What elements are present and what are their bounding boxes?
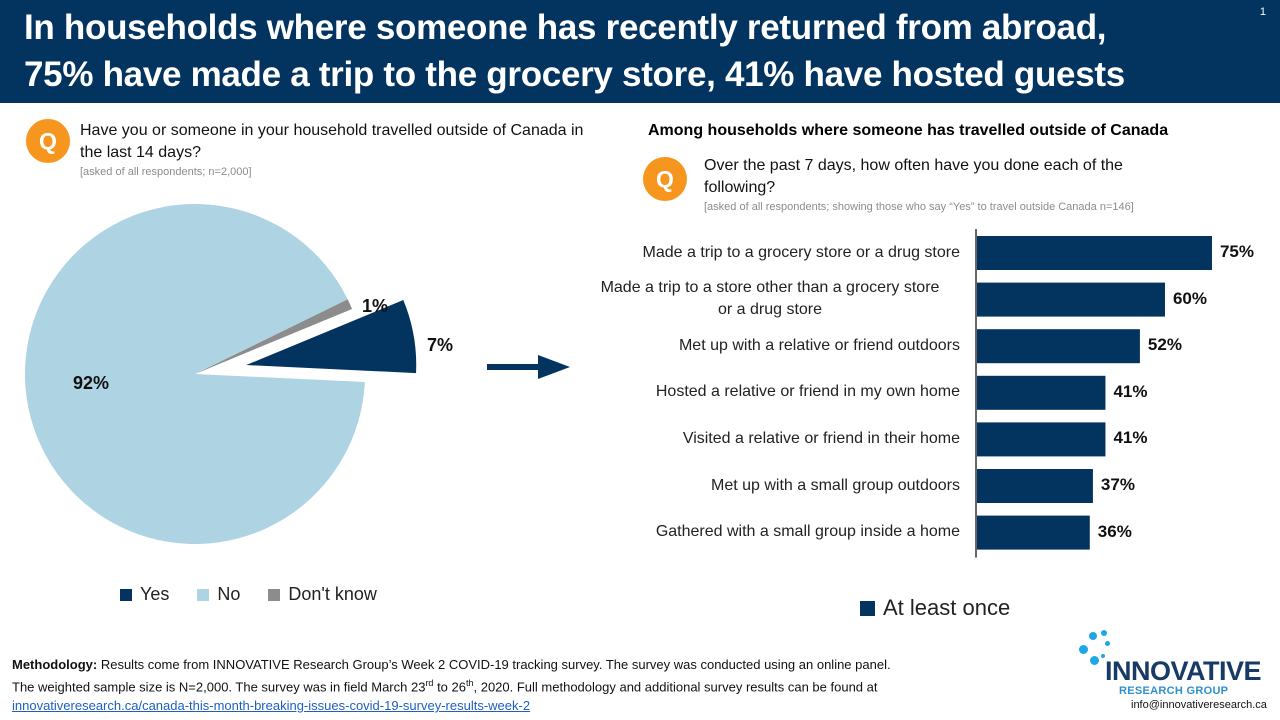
legend-label-no: No <box>217 584 241 604</box>
legend-swatch-at-least-once <box>860 600 875 616</box>
logo-subtitle: RESEARCH GROUP <box>1119 685 1229 697</box>
bar-category-label-line: Made a trip to a store other than a groc… <box>600 278 940 296</box>
legend-label-at-least-once: At least once <box>883 595 1011 620</box>
logo-dot <box>1101 630 1107 636</box>
bar-category-label-line: Hosted a relative or friend in my own ho… <box>655 383 960 401</box>
ordinal-suffix: th <box>465 678 474 688</box>
bar-2 <box>977 329 1140 364</box>
bar-category-label-line: Visited a relative or friend in their ho… <box>682 429 960 447</box>
methodology-label: Methodology: <box>12 657 98 672</box>
question-icon: Q <box>643 157 687 201</box>
left-question-note: [asked of all respondents; n=2,000] <box>80 166 252 178</box>
legend-swatch-dont-know <box>268 588 281 601</box>
right-question-text: Over the past 7 days, how often have you… <box>704 157 1123 196</box>
methodology-line-2a: The weighted sample size is N=2,000. The… <box>12 679 426 695</box>
bar-0 <box>977 236 1212 270</box>
bar-category-label-line: or a drug store <box>717 300 823 318</box>
right-section-heading: Among households where someone has trave… <box>648 122 1169 139</box>
bar-category-label-line: Met up with a small group outdoors <box>710 476 960 494</box>
pie-label-no: 92% <box>73 373 110 393</box>
bar-value-label: 36% <box>1097 521 1132 541</box>
bar-value-label: 41% <box>1113 381 1148 401</box>
pie-slice-yes <box>246 300 417 374</box>
bar-4 <box>977 422 1106 457</box>
legend-label-yes: Yes <box>140 584 170 604</box>
slide-number: 1 <box>1259 6 1266 18</box>
pie-label-yes: 7% <box>427 335 454 355</box>
pie-chart <box>25 203 417 544</box>
bar-category-label: Met up with a relative or friend outdoor… <box>620 335 960 357</box>
logo-dot <box>1101 654 1105 658</box>
legend-label-dont-know: Don't know <box>288 584 377 604</box>
bar-category-label: Gathered with a small group inside a hom… <box>620 521 960 543</box>
title-banner: In households where someone has recently… <box>0 0 1280 103</box>
pie-label-dont-know: 1% <box>362 296 389 316</box>
left-question-text: Have you or someone in your household tr… <box>80 122 584 161</box>
logo-dot <box>1079 645 1088 654</box>
legend-item-yes: Yes <box>120 584 169 605</box>
methodology-line-1: Results come from INNOVATIVE Research Gr… <box>97 657 891 672</box>
legend-swatch-no <box>197 588 210 601</box>
right-question-note: [asked of all respondents; showing those… <box>704 201 1134 213</box>
bar-value-label: 41% <box>1113 428 1148 448</box>
bar-1 <box>977 282 1165 317</box>
pie-slice-dont-know <box>195 299 353 374</box>
bar-5 <box>977 469 1093 503</box>
logo-brand: INNOVATIVE <box>1105 656 1262 686</box>
methodology-line-2b: to 26 <box>433 679 466 695</box>
bar-value-label: 37% <box>1100 475 1135 494</box>
bar-6 <box>977 515 1090 550</box>
bar-category-label: Hosted a relative or friend in my own ho… <box>620 381 960 403</box>
legend-item-dont-know: Don't know <box>268 584 377 605</box>
methodology-link[interactable]: innovativeresearch.ca/canada-this-month-… <box>12 698 531 714</box>
bar-category-label-line: Made a trip to a grocery store or a drug… <box>642 243 960 261</box>
logo-dot <box>1090 656 1099 665</box>
bar-value-label: 75% <box>1219 242 1254 261</box>
bar-category-label: Made a trip to a grocery store or a drug… <box>620 242 960 264</box>
title-line-2: 75% have made a trip to the grocery stor… <box>24 55 1125 94</box>
slide-title: In households where someone has recently… <box>24 4 1244 98</box>
bar-category-label: Made a trip to a store other than a groc… <box>580 277 960 321</box>
bar-category-label: Met up with a small group outdoors <box>620 475 960 497</box>
pie-slice-no <box>25 203 365 544</box>
logo-dot <box>1105 641 1110 646</box>
question-icon: Q <box>26 119 70 163</box>
contact-email: info@innovativeresearch.ca <box>1131 699 1267 711</box>
logo-dot <box>1089 632 1097 640</box>
bar-category-label-line: Gathered with a small group inside a hom… <box>655 523 960 541</box>
methodology-line-2c: , 2020. Full methodology and additional … <box>473 679 878 695</box>
methodology-note: Methodology: Results come from INNOVATIV… <box>12 655 1012 715</box>
bar-legend: At least once <box>860 595 1010 621</box>
bar-category-label: Visited a relative or friend in their ho… <box>620 428 960 450</box>
bar-value-label: 52% <box>1147 335 1182 355</box>
company-logo: INNOVATIVE RESEARCH GROUP info@innovativ… <box>1075 628 1275 718</box>
bar-value-label: 60% <box>1172 288 1207 308</box>
legend-item-no: No <box>197 584 240 605</box>
pie-legend: Yes No Don't know <box>120 584 405 605</box>
legend-swatch-yes <box>120 588 132 601</box>
title-line-1: In households where someone has recently… <box>24 8 1107 47</box>
bar-3 <box>977 375 1106 410</box>
ordinal-suffix: rd <box>425 678 434 688</box>
bar-category-label-line: Met up with a relative or friend outdoor… <box>678 336 960 354</box>
